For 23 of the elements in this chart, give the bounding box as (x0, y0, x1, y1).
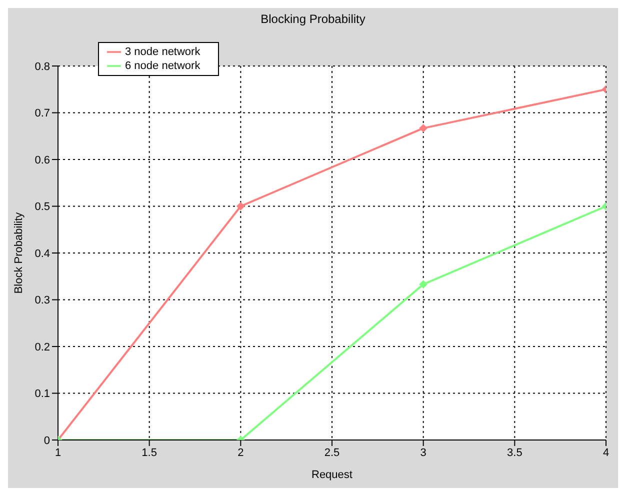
y-tick-label: 0 (44, 434, 50, 447)
y-tick-label: 0.5 (34, 201, 50, 214)
y-tick-label: 0.3 (34, 294, 50, 307)
x-tick-label: 4 (602, 446, 610, 459)
y-tick-label: 0.7 (34, 108, 50, 120)
x-tick-label: 3.5 (507, 446, 522, 459)
y-tick-label: 0.6 (34, 154, 50, 166)
chart-title: Blocking Probability (260, 11, 366, 28)
legend-label: 6 node network (125, 60, 200, 72)
point (236, 202, 245, 210)
x-tick-label: 1 (54, 446, 62, 459)
x-tick-label: 1.5 (142, 446, 157, 459)
x-tick-label: 2.5 (324, 446, 340, 459)
y-tick-label: 0.2 (34, 341, 50, 354)
x-axis-title: Request (312, 469, 352, 481)
point (419, 124, 428, 132)
y-tick-label: 0.4 (34, 248, 50, 260)
y-tick-label: 0.1 (34, 388, 50, 400)
y-axis-title: Block Probability (12, 212, 25, 294)
x-tick-label: 3 (420, 446, 426, 459)
y-tick-label: 0.8 (34, 60, 50, 73)
x-tick-label: 2 (238, 446, 244, 459)
legend-label: 3 node network (125, 46, 200, 58)
